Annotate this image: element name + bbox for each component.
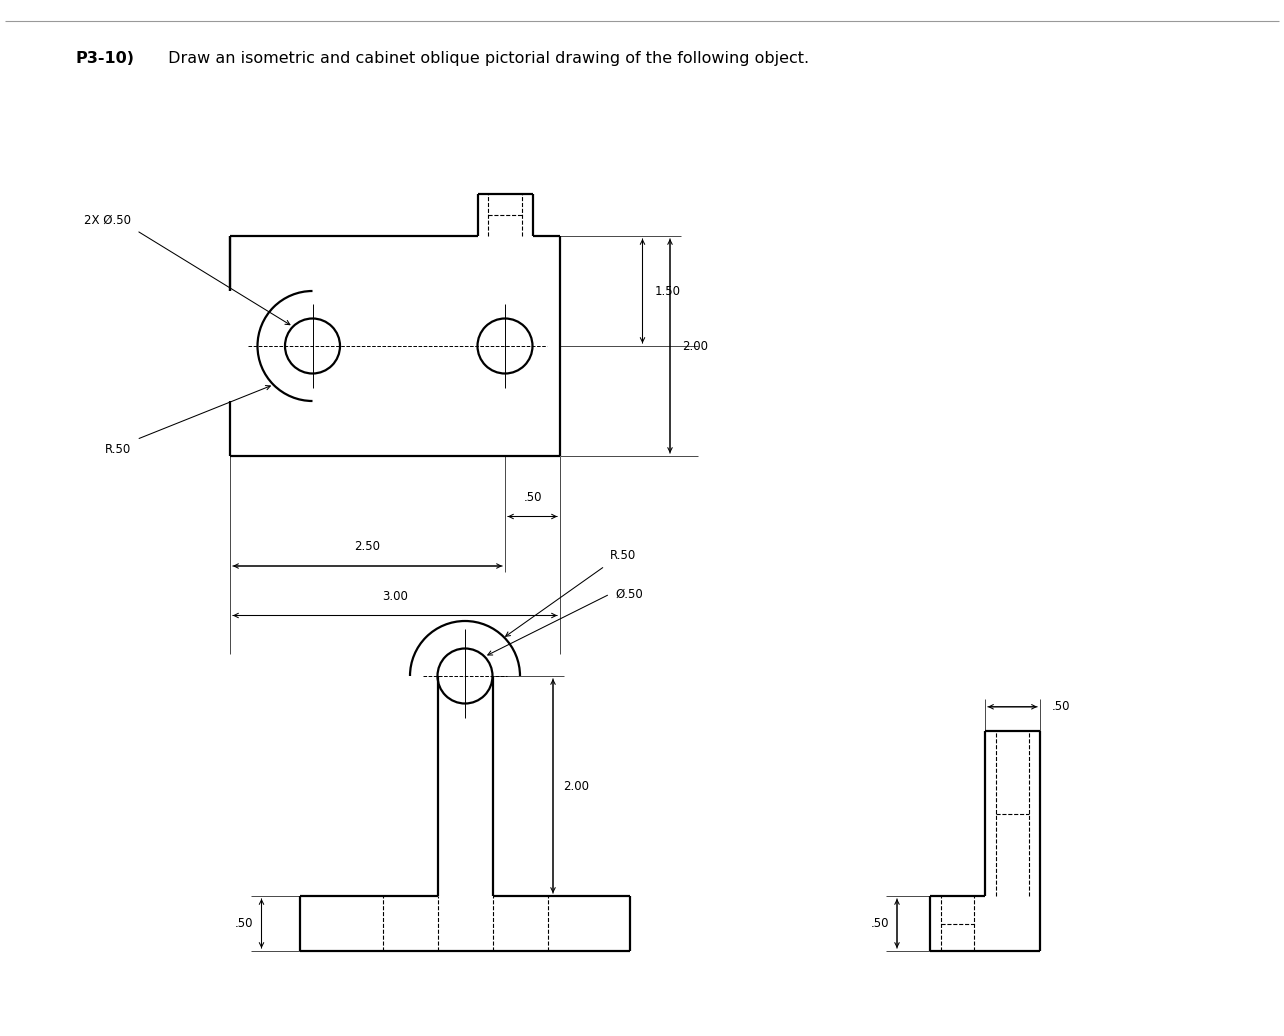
- Text: 3.00: 3.00: [383, 589, 408, 603]
- Text: Ø.50: Ø.50: [615, 587, 643, 601]
- Text: 2.00: 2.00: [562, 779, 589, 793]
- Text: .50: .50: [1052, 700, 1071, 714]
- Text: Draw an isometric and cabinet oblique pictorial drawing of the following object.: Draw an isometric and cabinet oblique pi…: [163, 51, 809, 66]
- Text: 2.50: 2.50: [354, 540, 380, 553]
- Text: .50: .50: [524, 490, 542, 503]
- Text: 2X Ø.50: 2X Ø.50: [83, 214, 131, 227]
- Text: R.50: R.50: [610, 549, 637, 562]
- Text: R.50: R.50: [105, 442, 131, 456]
- Text: .50: .50: [871, 917, 889, 930]
- Text: .50: .50: [235, 917, 253, 930]
- Text: P3-10): P3-10): [74, 51, 134, 66]
- Text: P3-10) Draw an isometric and cabinet oblique pictorial drawing of the following : P3-10) Draw an isometric and cabinet obl…: [74, 51, 773, 66]
- Text: 2.00: 2.00: [682, 340, 707, 352]
- Text: 1.50: 1.50: [655, 285, 681, 297]
